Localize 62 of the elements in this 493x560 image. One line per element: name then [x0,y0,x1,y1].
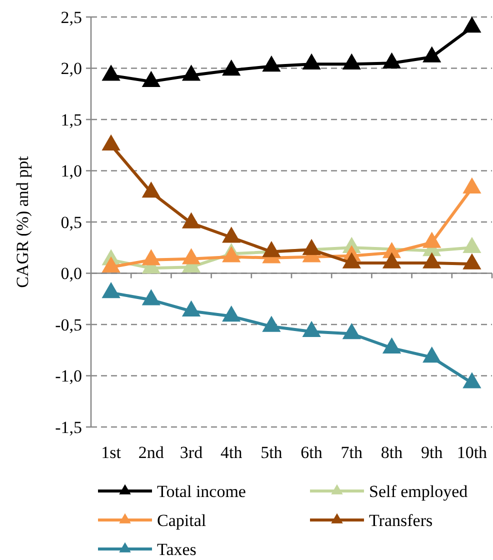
point [462,236,482,253]
point [182,212,201,228]
y-tick-label: -1,0 [55,366,82,386]
point [462,177,482,194]
y-tick-label: 2,0 [60,59,82,78]
point [222,306,241,322]
x-tick-label: 1st [101,442,122,462]
point [302,53,321,70]
point [342,252,361,268]
legend-label: Transfers [369,510,433,530]
point [262,240,281,258]
x-tick-label: 10th [456,442,488,462]
point [222,226,241,243]
point [182,248,201,264]
point [342,53,361,70]
legend-label: Self employed [369,482,468,501]
point [302,320,321,338]
x-tick-label: 4th [220,442,243,462]
point [422,232,442,248]
point [462,372,482,388]
y-tick-label: -0,5 [55,315,82,334]
y-tick-label: 2,5 [60,8,82,27]
point [262,55,281,72]
y-axis-title: CAGR (%) and ppt [12,156,32,288]
point [382,52,402,68]
point [102,64,120,81]
x-tick-label: 8th [380,442,404,462]
point [462,253,482,270]
y-tick-label: 0,0 [60,264,82,284]
y-tick-label: -1,5 [55,418,82,437]
x-tick-label: 9th [420,442,444,462]
legend-label: Taxes [157,540,196,559]
x-tick-label: 7th [340,442,364,462]
point [142,70,160,87]
point [342,322,361,340]
point [102,134,120,150]
point [142,289,160,306]
point [462,16,482,33]
legend-label: Capital [157,510,206,530]
y-tick-label: 1,0 [60,162,82,181]
y-tick-label: 0,5 [60,212,82,232]
point [422,346,442,363]
point [302,238,321,256]
y-tick-label: 1,5 [60,110,82,130]
point [422,252,442,268]
point [422,46,442,62]
point [222,60,241,76]
point [382,337,402,354]
point [382,252,402,268]
point [102,256,120,272]
legend-label: Total income [157,482,246,501]
point [142,249,160,266]
point [182,300,201,317]
x-tick-label: 5th [260,442,283,462]
point [142,182,160,198]
point [222,246,241,262]
point [182,64,201,81]
point [102,282,120,298]
x-tick-label: 3rd [180,442,204,462]
x-tick-label: 2nd [138,442,164,462]
point [262,316,281,332]
x-tick-label: 6th [300,442,323,462]
